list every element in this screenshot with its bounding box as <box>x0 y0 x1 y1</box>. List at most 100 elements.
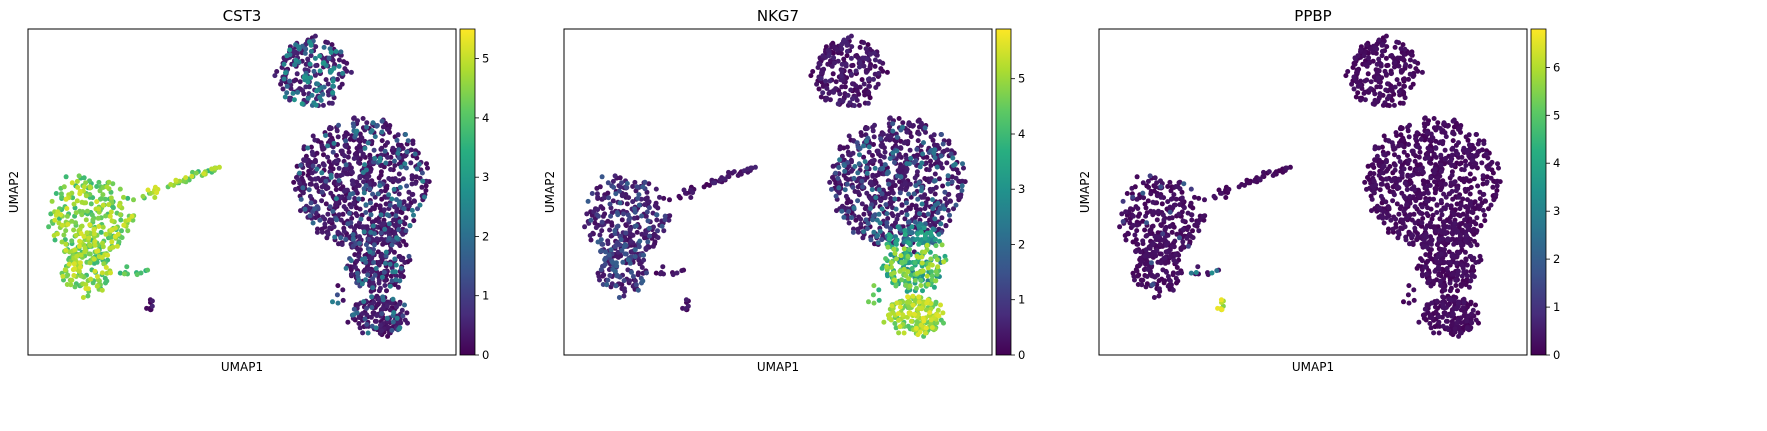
cell-point <box>76 243 82 249</box>
cell-point <box>942 189 948 195</box>
cell-point <box>396 227 401 233</box>
cell-point <box>865 42 871 48</box>
cell-point <box>850 81 855 87</box>
cell-point <box>1494 178 1500 184</box>
cell-point <box>410 191 416 197</box>
cell-point <box>599 228 605 234</box>
cell-point <box>340 287 346 293</box>
cell-point <box>885 273 890 279</box>
cell-point <box>365 272 371 278</box>
cell-point <box>308 48 314 54</box>
cell-point <box>350 181 356 187</box>
cell-point <box>117 270 123 276</box>
cell-point <box>1406 300 1412 306</box>
cell-point <box>1154 217 1160 223</box>
cell-point <box>903 282 909 288</box>
cell-point <box>856 102 862 108</box>
cell-point <box>1165 184 1171 189</box>
cell-point <box>1168 188 1174 194</box>
cell-point <box>281 76 287 82</box>
cell-point <box>1402 83 1407 89</box>
cell-point <box>291 49 297 55</box>
cell-point <box>808 73 814 79</box>
cell-point <box>598 204 604 210</box>
cell-point <box>325 154 331 160</box>
cell-point <box>63 228 69 234</box>
cell-point <box>349 169 355 175</box>
cell-point <box>863 217 869 223</box>
cell-point <box>382 226 388 232</box>
cell-point <box>1401 137 1407 143</box>
cell-point <box>1427 160 1432 165</box>
cell-point <box>605 218 611 224</box>
cell-point <box>582 224 588 230</box>
cell-point <box>189 173 195 179</box>
cell-point <box>1358 47 1364 53</box>
cell-point <box>1124 191 1130 196</box>
cell-point <box>1394 77 1400 83</box>
cell-point <box>397 243 403 249</box>
cell-point <box>877 220 883 226</box>
cell-point <box>895 212 901 218</box>
cell-point <box>905 219 911 225</box>
cell-point <box>1379 75 1385 81</box>
cell-point <box>377 285 383 291</box>
cell-point <box>594 191 600 197</box>
cell-point <box>1472 238 1477 244</box>
cell-point <box>1477 189 1483 195</box>
cell-point <box>916 223 922 229</box>
cell-point <box>927 186 933 192</box>
cell-point <box>310 38 316 44</box>
cell-point <box>851 205 857 211</box>
cell-point <box>849 215 855 221</box>
cell-point <box>299 101 305 107</box>
cell-point <box>877 158 883 164</box>
cell-point <box>392 256 398 262</box>
cell-point <box>886 181 892 187</box>
cell-point <box>884 211 890 217</box>
cell-point <box>319 170 325 176</box>
cell-point <box>907 161 912 167</box>
cell-point <box>626 195 632 201</box>
cell-point <box>1477 203 1483 209</box>
cell-point <box>351 156 357 161</box>
cell-point <box>336 212 342 218</box>
cell-point <box>379 311 385 317</box>
cell-point <box>1390 198 1396 204</box>
cell-point <box>855 189 861 195</box>
cell-point <box>1422 115 1428 121</box>
cell-point <box>343 144 349 149</box>
cell-point <box>88 201 94 207</box>
cell-point <box>100 240 105 246</box>
cell-point <box>419 170 425 176</box>
cell-point <box>1135 273 1141 279</box>
cell-point <box>616 295 622 300</box>
cell-point <box>1411 297 1417 303</box>
cell-point <box>1433 185 1439 191</box>
cell-point <box>88 276 94 282</box>
cell-point <box>395 132 401 138</box>
cell-point <box>627 226 633 232</box>
cell-point <box>835 101 841 107</box>
colorbar-tick-label: 5 <box>482 52 489 66</box>
cell-point <box>129 213 135 219</box>
cell-point <box>1385 62 1391 68</box>
cell-point <box>597 232 603 238</box>
cell-point <box>907 299 913 305</box>
cell-point <box>346 210 352 216</box>
colorbar <box>995 28 1012 356</box>
cell-point <box>72 247 78 253</box>
cell-point <box>918 188 924 194</box>
cell-point <box>947 212 952 218</box>
cell-point <box>417 202 423 208</box>
cell-point <box>903 169 909 174</box>
cell-point <box>607 227 613 233</box>
cell-point <box>348 204 354 210</box>
cell-point <box>944 147 950 153</box>
cell-point <box>1384 182 1390 188</box>
cell-point <box>1123 237 1129 243</box>
panel-title: NKG7 <box>757 7 799 25</box>
cell-point <box>1416 171 1422 177</box>
cell-point <box>312 55 318 61</box>
cell-point <box>1428 247 1434 253</box>
